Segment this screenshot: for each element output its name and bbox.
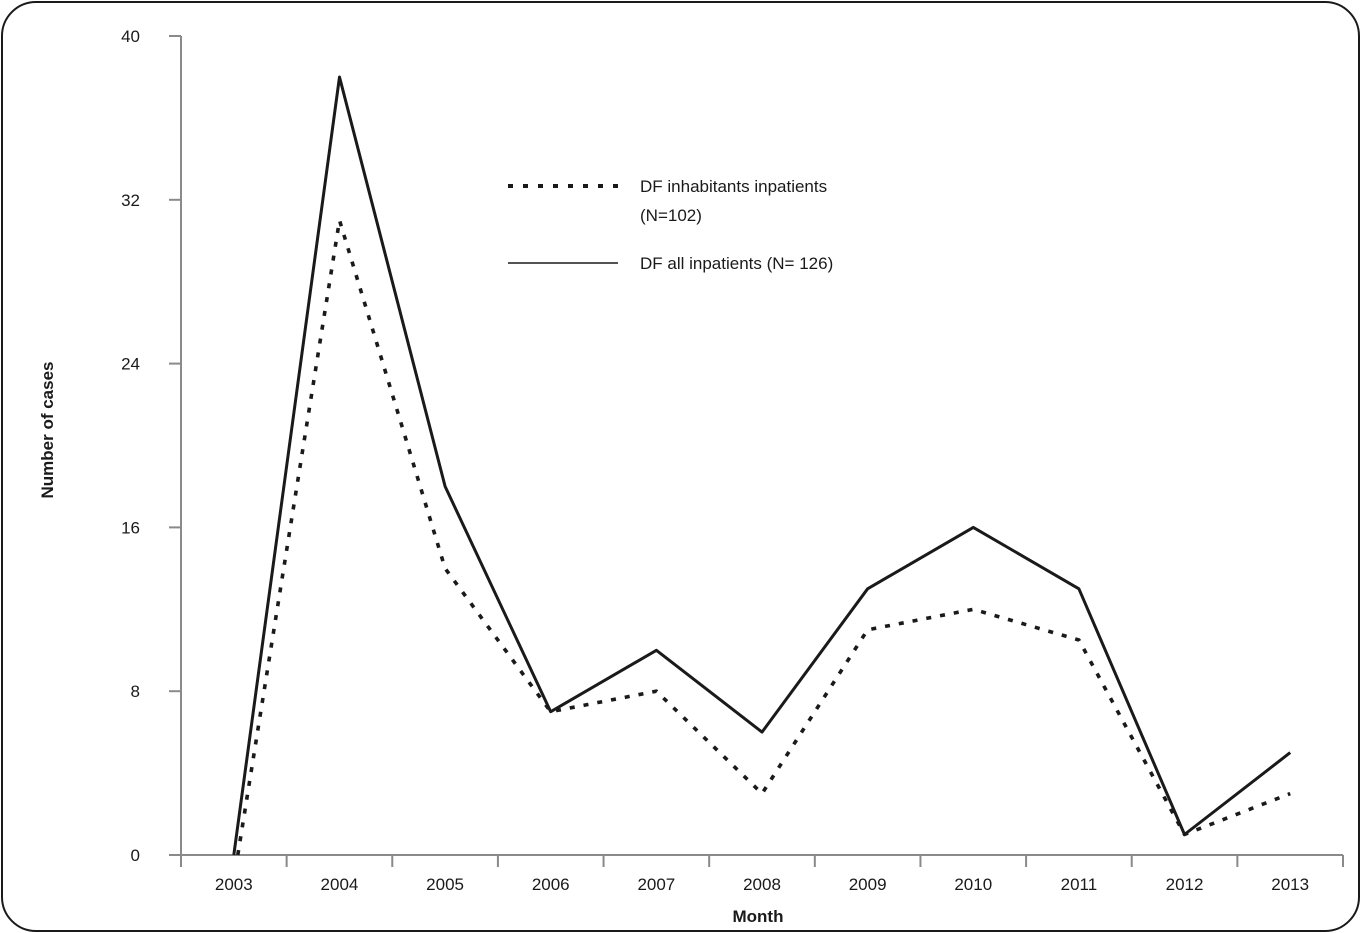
- y-tick-label: 40: [121, 27, 140, 46]
- x-tick-label: 2004: [321, 875, 359, 894]
- x-tick-label: 2005: [426, 875, 464, 894]
- legend-label: (N=102): [640, 206, 702, 225]
- x-tick-label: 2008: [743, 875, 781, 894]
- x-axis-title: Month: [733, 907, 784, 926]
- series-line-df-inhabitants-inpatients: [236, 218, 1291, 856]
- y-axis-ticks: 0 8 16 24 32 40: [121, 27, 181, 865]
- legend-label: DF all inpatients (N= 126): [640, 254, 833, 273]
- x-tick-label: 2006: [532, 875, 570, 894]
- x-tick-label: 2011: [1061, 875, 1098, 894]
- x-tick-label: 2007: [637, 875, 675, 894]
- y-tick-label: 0: [131, 846, 140, 865]
- x-tick-label: 2009: [849, 875, 887, 894]
- series-layer: [232, 75, 1292, 856]
- series-line-df-all-inpatients: [232, 75, 1292, 856]
- y-tick-label: 8: [131, 682, 140, 701]
- x-axis-ticks: 2003 2004 2005 2006 2007 2008 2009 2010 2011 2012…: [180, 855, 1344, 894]
- x-tick-label: 2010: [954, 875, 992, 894]
- y-tick-label: 24: [121, 355, 140, 374]
- y-tick-label: 16: [121, 518, 140, 537]
- y-axis-title: Number of cases: [38, 362, 57, 499]
- legend: DF inhabitants inpatients (N=102) DF all i…: [508, 177, 833, 273]
- axes: [173, 36, 1343, 856]
- legend-label: DF inhabitants inpatients: [640, 177, 827, 196]
- x-tick-label: 2013: [1271, 875, 1309, 894]
- x-tick-label: 2003: [215, 875, 253, 894]
- x-tick-label: 2012: [1166, 875, 1204, 894]
- y-tick-label: 32: [121, 191, 140, 210]
